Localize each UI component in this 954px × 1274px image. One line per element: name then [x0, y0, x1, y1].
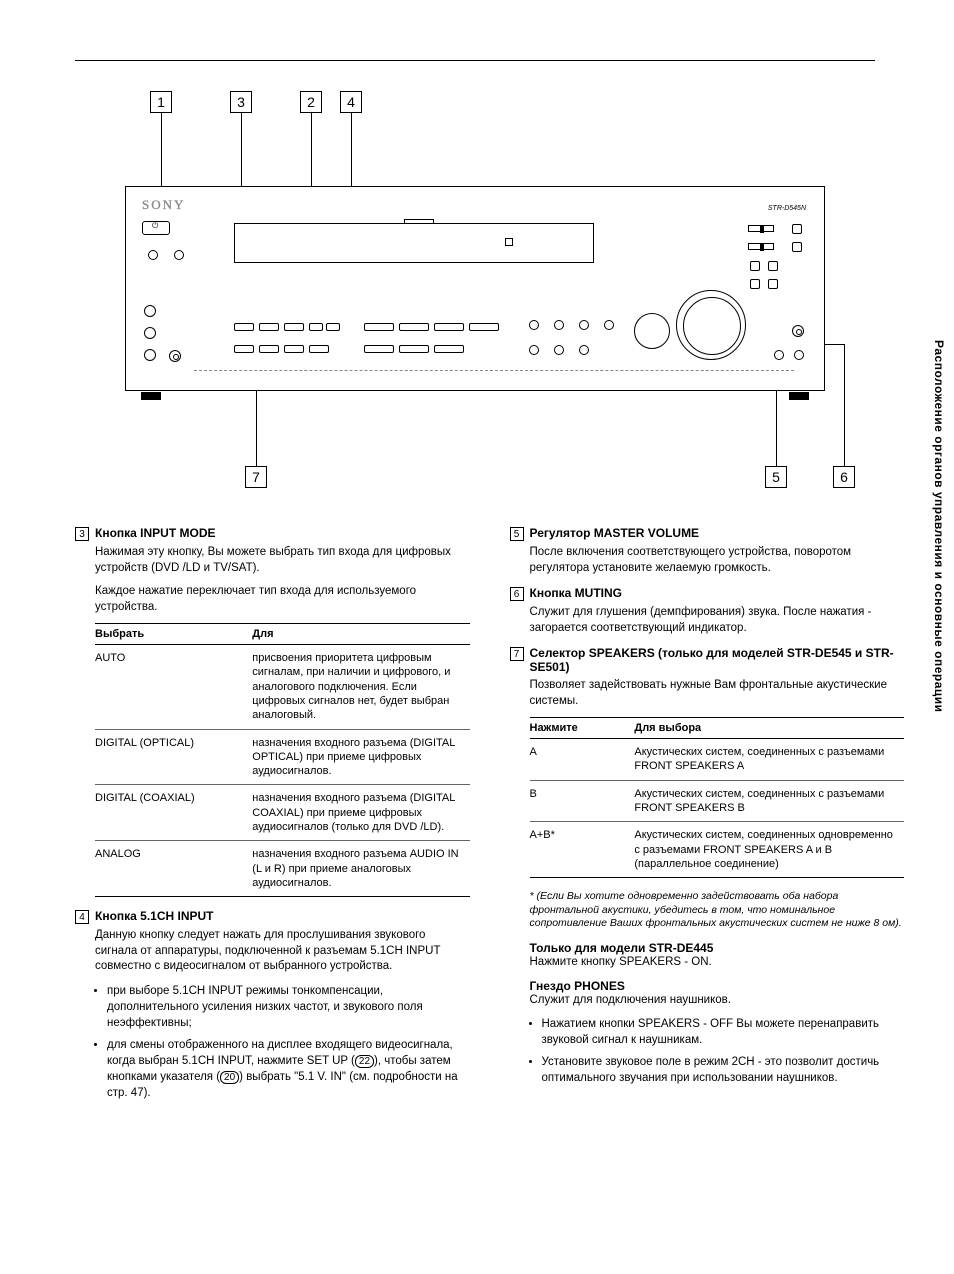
num-box-5: 5	[510, 527, 524, 541]
sec3-p1: Нажимая эту кнопку, Вы можете выбрать ти…	[95, 545, 470, 576]
table-row: BАкустических систем, соединенных с разъ…	[530, 780, 905, 822]
sec3-th2: Для	[252, 624, 469, 645]
num-box-4: 4	[75, 910, 89, 924]
table-row: A+B*Акустических систем, соединенных одн…	[530, 822, 905, 878]
sec6-title: Кнопка MUTING	[530, 586, 623, 600]
phones-b1: Нажатием кнопки SPEAKERS - OFF Вы можете…	[542, 1016, 905, 1048]
sec3-th1: Выбрать	[95, 624, 252, 645]
phones-jack	[169, 350, 181, 362]
callout-6: 6	[833, 466, 855, 488]
table-row: DIGITAL (OPTICAL)назначения входного раз…	[95, 729, 470, 785]
callout-5: 5	[765, 466, 787, 488]
callout-1: 1	[150, 91, 172, 113]
sec7-p1: Позволяет задействовать нужные Вам фронт…	[530, 678, 905, 709]
ref-box-22: 22	[355, 1055, 374, 1068]
power-button	[142, 221, 170, 235]
callout-2: 2	[300, 91, 322, 113]
phones-p1: Служит для подключения наушников.	[530, 993, 905, 1009]
brand-logo: SONY	[142, 197, 185, 213]
content-columns: 3 Кнопка INPUT MODE Нажимая эту кнопку, …	[75, 516, 904, 1107]
model-label: STR-D545N	[768, 205, 806, 212]
receiver-front-panel: SONY STR-D545N	[125, 186, 825, 391]
sec4-p1: Данную кнопку следует нажать для прослуш…	[95, 928, 470, 975]
table-row: DIGITAL (COAXIAL)назначения входного раз…	[95, 785, 470, 841]
sec6-p1: Служит для глушения (демпфирования) звук…	[530, 605, 905, 636]
right-column: 5 Регулятор MASTER VOLUME После включени…	[510, 516, 905, 1107]
sec3-title: Кнопка INPUT MODE	[95, 526, 216, 540]
sec7-table: Нажмите Для выбора AАкустических систем,…	[530, 717, 905, 878]
sec4-b2: для смены отображенного на дисплее входя…	[107, 1037, 470, 1101]
str445-title: Только для модели STR-DE445	[530, 941, 905, 955]
str445-p1: Нажмите кнопку SPEAKERS - ON.	[530, 955, 905, 971]
phones-title: Гнездо PHONES	[530, 979, 905, 993]
sec5-title: Регулятор MASTER VOLUME	[530, 526, 700, 540]
callout-3: 3	[230, 91, 252, 113]
muting-button	[792, 325, 804, 337]
display-window	[234, 223, 594, 263]
sec5-p1: После включения соответствующего устройс…	[530, 545, 905, 576]
sec7-title: Селектор SPEAKERS (только для моделей ST…	[530, 646, 905, 674]
sec4-b1: при выборе 5.1CH INPUT режимы тонкомпенс…	[107, 983, 470, 1031]
page-top-rule	[75, 60, 875, 61]
sec4-title: Кнопка 5.1CH INPUT	[95, 909, 214, 923]
num-box-6: 6	[510, 587, 524, 601]
sec3-table: Выбрать Для AUTOприсвоения приоритета ци…	[95, 623, 470, 897]
num-box-3: 3	[75, 527, 89, 541]
table-row: AUTOприсвоения приоритета цифровым сигна…	[95, 645, 470, 729]
table-row: ANALOGназначения входного разъема AUDIO …	[95, 841, 470, 897]
ref-box-20: 20	[220, 1071, 239, 1084]
sec7-footnote: * (Если Вы хотите одновременно задейство…	[530, 890, 905, 931]
callout-4: 4	[340, 91, 362, 113]
phones-b2: Установите звуковое поле в режим 2CH - э…	[542, 1054, 905, 1086]
side-section-label: Расположение органов управления и основн…	[932, 340, 946, 713]
sec3-p2: Каждое нажатие переключает тип входа для…	[95, 584, 470, 615]
sec7-th2: Для выбора	[634, 718, 904, 739]
left-column: 3 Кнопка INPUT MODE Нажимая эту кнопку, …	[75, 516, 470, 1107]
num-box-7: 7	[510, 647, 524, 661]
callout-7: 7	[245, 466, 267, 488]
master-volume-knob	[676, 290, 746, 360]
table-row: AАкустических систем, соединенных с разъ…	[530, 739, 905, 781]
sec7-th1: Нажмите	[530, 718, 635, 739]
receiver-diagram: 1 3 2 4 7 5 6 SONY STR-D545N	[75, 91, 845, 491]
